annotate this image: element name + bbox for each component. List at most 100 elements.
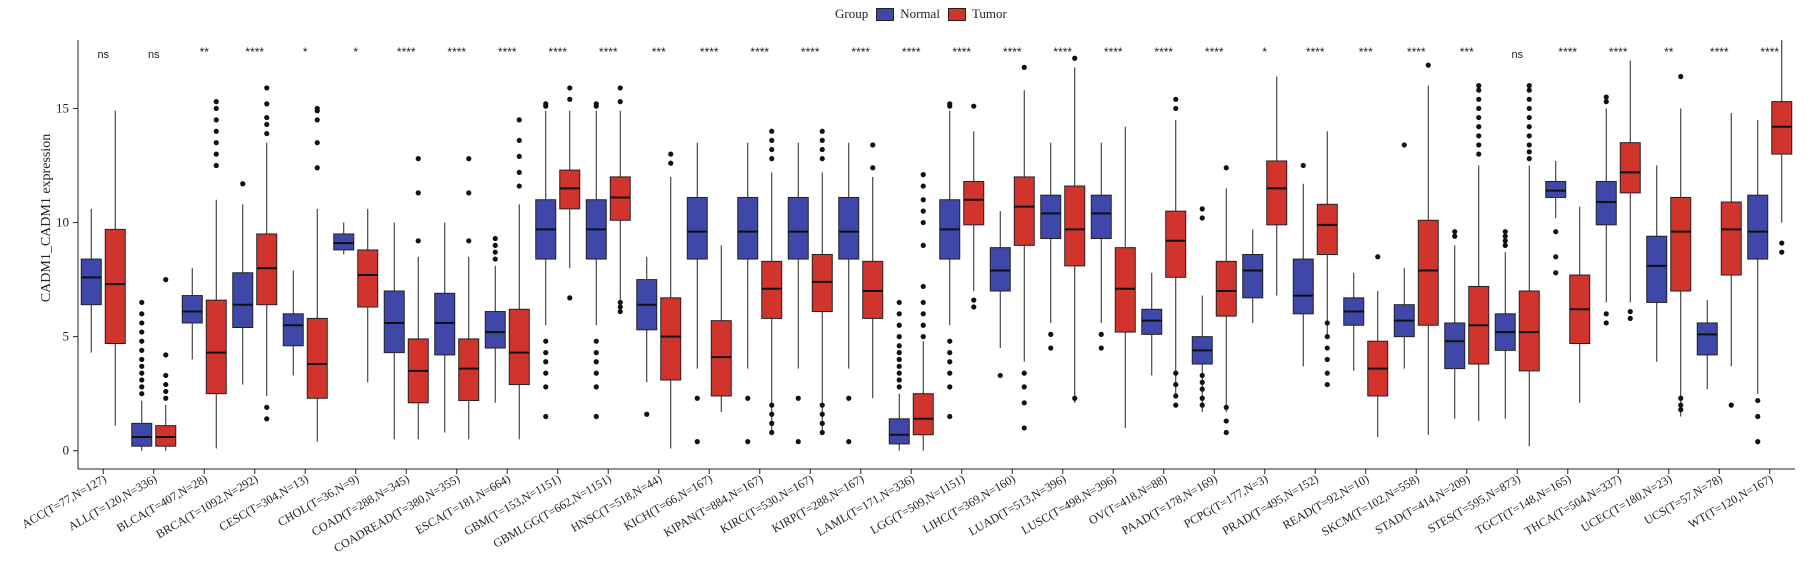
- x-tick-label: UCEC(T=180,N=23): [1578, 471, 1674, 534]
- tumor-outlier-point: [1173, 402, 1179, 408]
- normal-box: [1646, 235, 1668, 303]
- significance-label: ****: [1558, 45, 1577, 59]
- tumor-outlier-point: [1324, 334, 1330, 340]
- normal-outlier-point: [1502, 242, 1508, 248]
- tumor-outlier-point: [1476, 133, 1482, 139]
- normal-outlier-point: [1401, 142, 1407, 148]
- normal-box: [1040, 194, 1062, 240]
- normal-box: [80, 258, 102, 306]
- normal-outlier-point: [492, 235, 498, 242]
- tumor-outlier-point: [415, 238, 421, 244]
- tumor-outlier-point: [1476, 151, 1482, 157]
- tumor-box: [1064, 185, 1086, 267]
- normal-outlier-point: [896, 370, 902, 376]
- tumor-outlier-point: [617, 304, 623, 310]
- normal-outlier-point: [139, 299, 145, 306]
- normal-outlier-point: [1755, 397, 1761, 404]
- significance-label: ****: [902, 45, 921, 59]
- normal-outlier-point: [593, 370, 599, 376]
- tumor-outlier-point: [1476, 124, 1482, 130]
- tumor-outlier-point: [163, 381, 169, 388]
- tumor-outlier-point: [466, 238, 472, 244]
- tumor-outlier-point: [1526, 124, 1532, 130]
- normal-outlier-point: [896, 356, 902, 363]
- tumor-outlier-point: [1526, 149, 1532, 155]
- significance-label: ***: [1460, 45, 1474, 59]
- tumor-outlier-point: [1526, 96, 1532, 102]
- significance-label: ****: [700, 45, 719, 59]
- tumor-outlier-point: [264, 85, 270, 91]
- normal-outlier-point: [846, 395, 852, 401]
- tumor-outlier-point: [1021, 425, 1027, 431]
- normal-box: [1242, 254, 1264, 299]
- tumor-outlier-point: [415, 190, 421, 196]
- tumor-outlier-point: [1173, 105, 1179, 112]
- tumor-outlier-point: [264, 101, 270, 107]
- normal-box: [787, 196, 809, 260]
- tumor-outlier-point: [769, 128, 775, 134]
- normal-outlier-point: [896, 384, 902, 390]
- normal-box: [686, 196, 708, 260]
- tumor-outlier-point: [163, 395, 169, 401]
- tumor-outlier-point: [213, 117, 219, 123]
- tumor-box: [761, 260, 783, 319]
- legend: Group Normal Tumor: [835, 6, 1007, 22]
- x-tick-label: CESC(T=304,N=13): [217, 471, 311, 533]
- normal-outlier-point: [1603, 99, 1609, 105]
- tumor-outlier-point: [466, 190, 472, 196]
- normal-box: [888, 418, 910, 445]
- tumor-outlier-point: [920, 283, 926, 290]
- normal-outlier-point: [1755, 439, 1761, 445]
- tumor-box: [1771, 101, 1793, 155]
- tumor-outlier-point: [819, 420, 825, 426]
- normal-outlier-point: [947, 413, 953, 420]
- normal-outlier-point: [1199, 395, 1205, 401]
- legend-title: Group: [835, 6, 869, 21]
- normal-outlier-point: [947, 370, 953, 376]
- tumor-outlier-point: [819, 146, 825, 153]
- normal-outlier-point: [1048, 331, 1054, 337]
- normal-outlier-point: [139, 391, 145, 397]
- significance-label: ****: [1104, 45, 1123, 59]
- tumor-outlier-point: [870, 165, 876, 171]
- significance-label: *: [303, 45, 308, 59]
- tumor-outlier-point: [1526, 114, 1532, 121]
- tumor-outlier-point: [516, 137, 522, 144]
- normal-box: [737, 196, 759, 260]
- tumor-box: [104, 228, 126, 344]
- plot-area: 0 5 10 15 ACC(T=77,N=127) ns ALL(T=120,N=336) n…: [19, 40, 1795, 555]
- normal-outlier-point: [947, 350, 953, 356]
- tumor-outlier-point: [516, 117, 522, 123]
- tumor-outlier-point: [769, 402, 775, 408]
- normal-outlier-point: [1452, 233, 1458, 239]
- significance-label: ****: [1154, 45, 1173, 59]
- tumor-outlier-point: [314, 117, 320, 123]
- tumor-outlier-point: [314, 105, 320, 112]
- tumor-outlier-point: [1223, 404, 1229, 410]
- tumor-outlier-point: [1324, 356, 1330, 363]
- legend-label-normal: Normal: [900, 6, 940, 21]
- tumor-outlier-point: [163, 388, 169, 395]
- y-tick-label: 5: [63, 329, 70, 344]
- tumor-outlier-point: [163, 372, 169, 379]
- normal-outlier-point: [1553, 270, 1559, 276]
- significance-label: ***: [652, 45, 666, 59]
- tumor-box: [660, 297, 682, 381]
- tumor-outlier-point: [617, 299, 623, 306]
- normal-outlier-point: [947, 384, 953, 390]
- tumor-outlier-point: [1021, 384, 1027, 390]
- significance-label: ****: [1053, 45, 1072, 59]
- significance-label: ****: [498, 45, 517, 59]
- tumor-outlier-point: [1173, 381, 1179, 388]
- normal-outlier-point: [492, 249, 498, 255]
- tumor-outlier-point: [819, 137, 825, 144]
- normal-box: [1595, 180, 1617, 226]
- normal-outlier-point: [896, 311, 902, 317]
- tumor-outlier-point: [920, 183, 926, 189]
- tumor-outlier-point: [819, 429, 825, 436]
- tumor-box: [155, 425, 177, 447]
- tumor-outlier-point: [769, 429, 775, 436]
- normal-outlier-point: [1300, 162, 1306, 169]
- significance-label: *: [353, 45, 358, 59]
